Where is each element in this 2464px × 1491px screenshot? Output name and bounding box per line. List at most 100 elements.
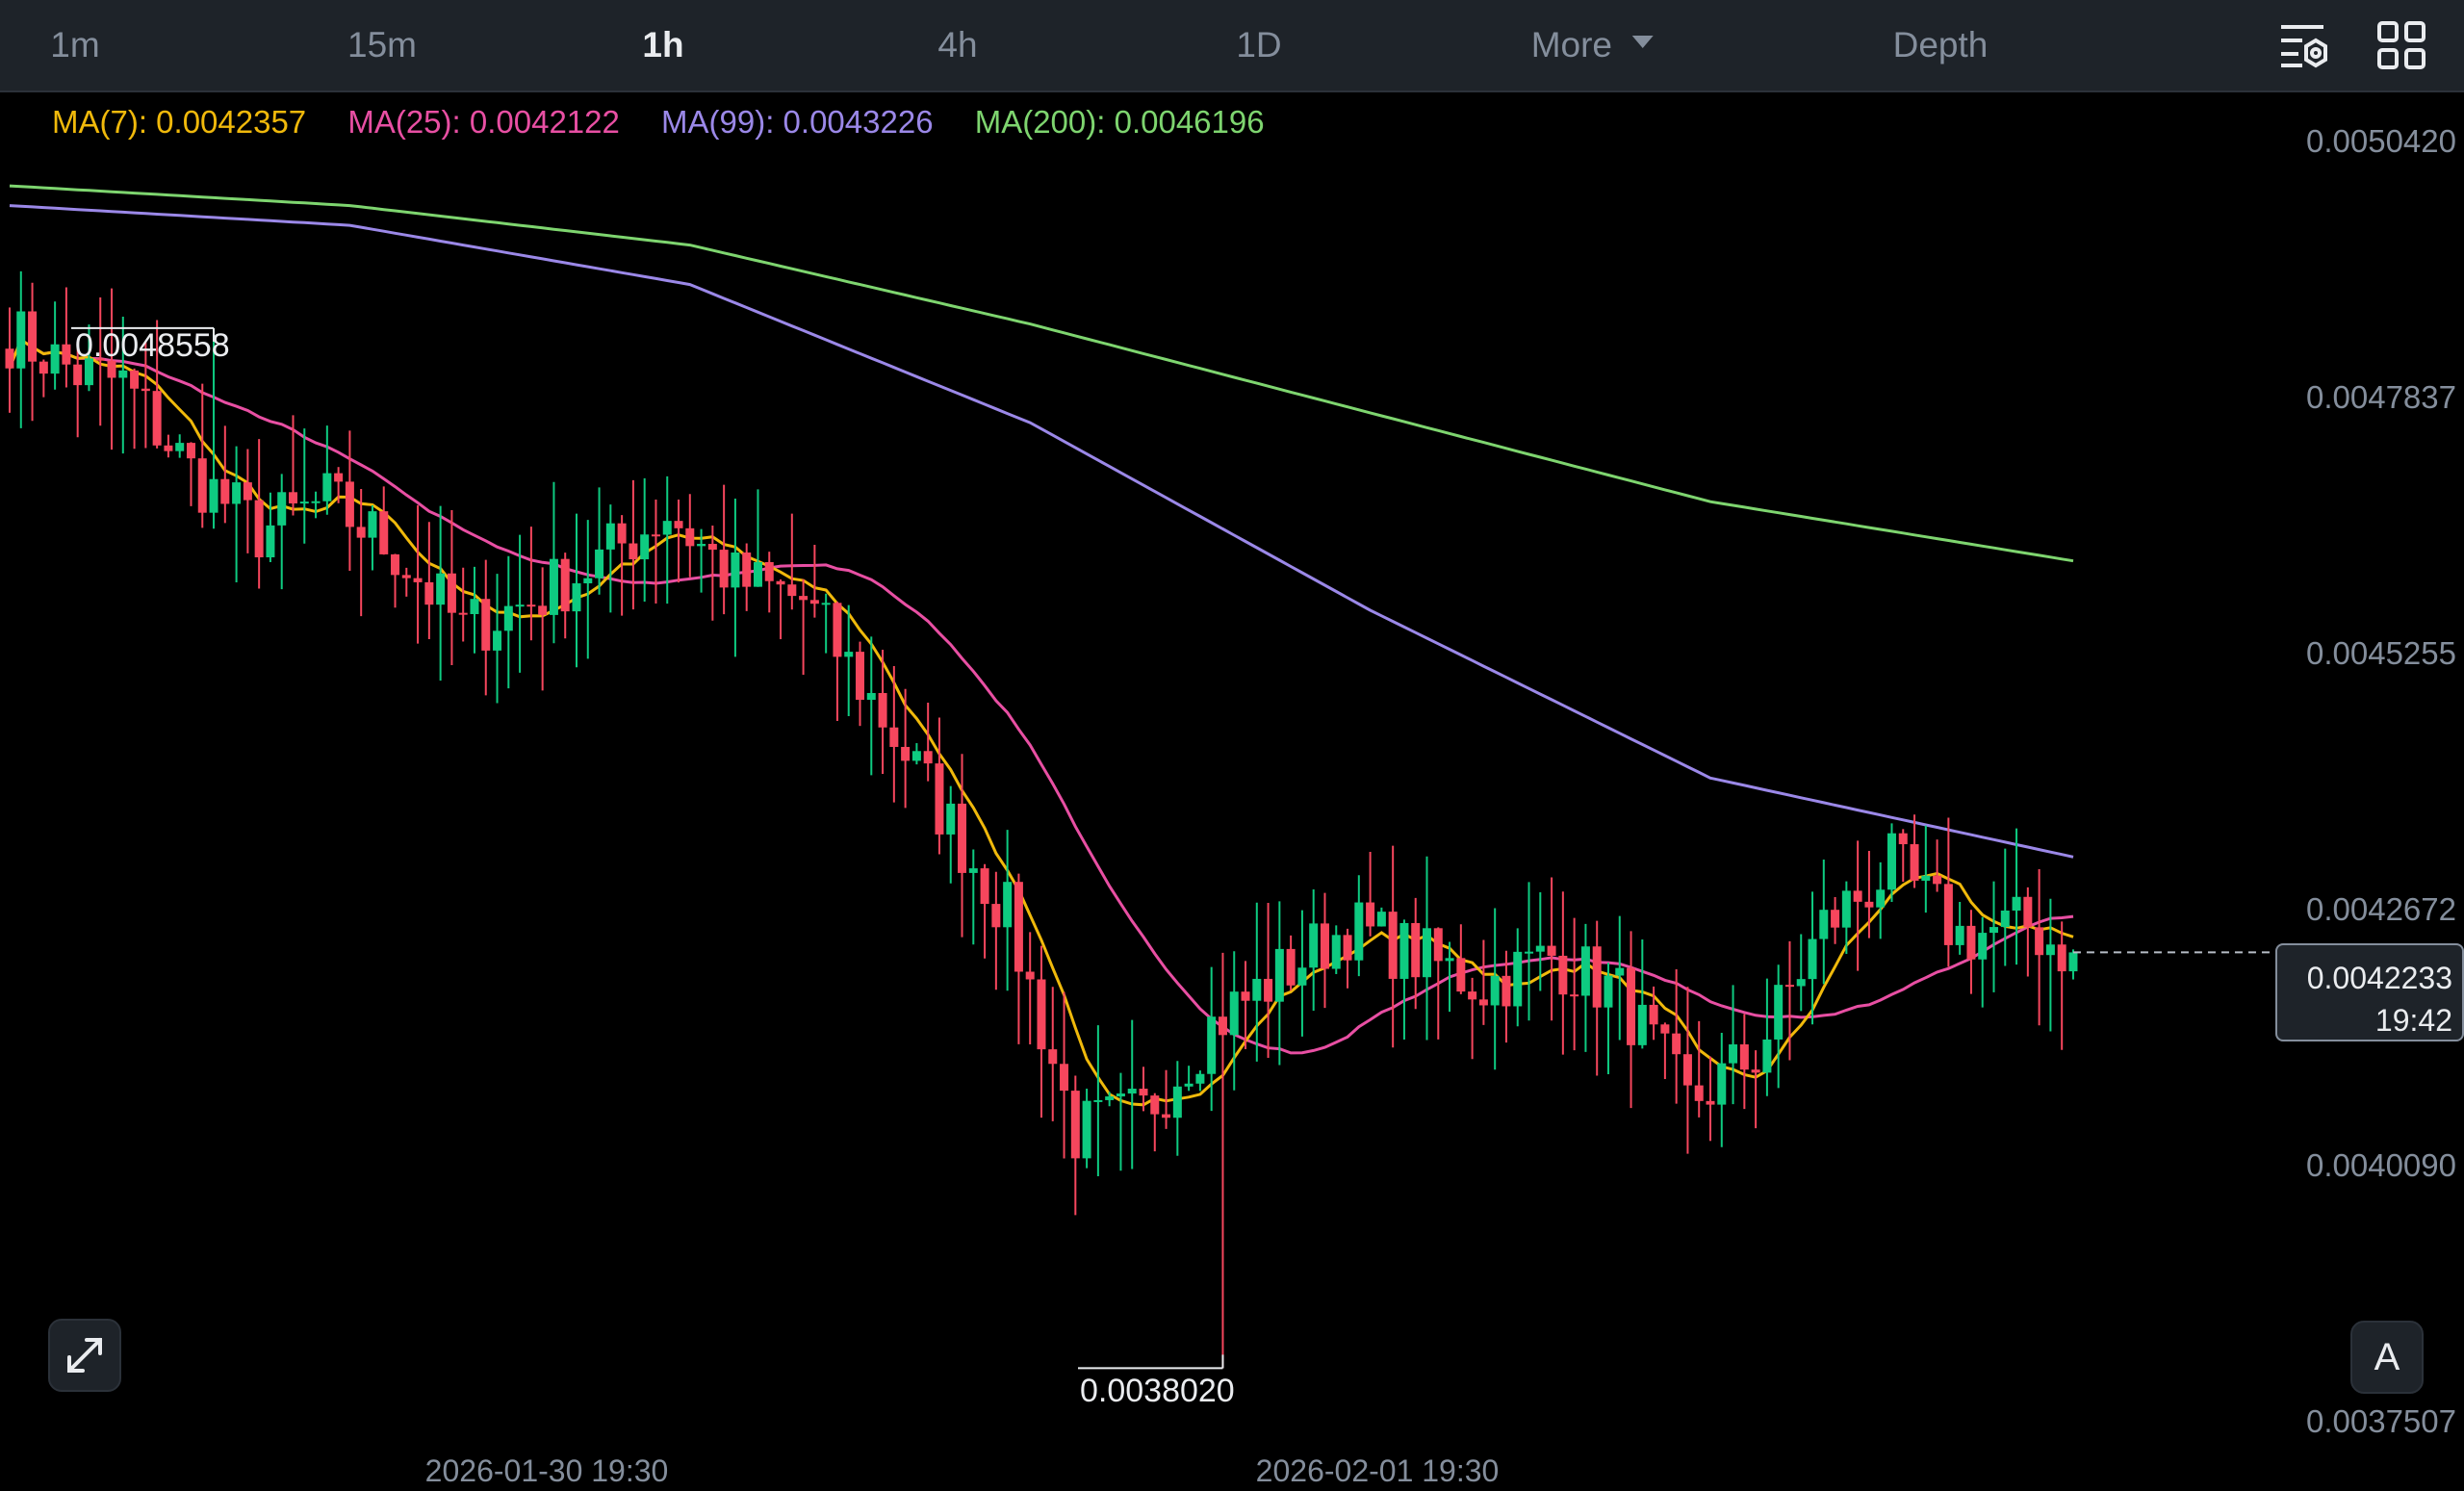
candle-body bbox=[719, 550, 729, 588]
candle bbox=[1682, 987, 1692, 1154]
candle bbox=[322, 425, 332, 515]
more-timeframes-dropdown[interactable]: More bbox=[1531, 0, 1656, 90]
candle-body bbox=[935, 763, 944, 835]
indicator-settings-icon[interactable] bbox=[2277, 19, 2329, 71]
candle-body bbox=[1637, 1004, 1647, 1045]
candle bbox=[311, 491, 321, 519]
timeframe-15m[interactable]: 15m bbox=[347, 25, 417, 64]
candle-body bbox=[1535, 945, 1545, 952]
candle bbox=[164, 434, 173, 458]
candle-body bbox=[1570, 994, 1579, 997]
candle bbox=[833, 602, 842, 721]
candle bbox=[391, 553, 400, 608]
candle-body bbox=[2035, 927, 2044, 956]
candle bbox=[1093, 1025, 1103, 1176]
candle bbox=[5, 307, 14, 413]
candle bbox=[1082, 1088, 1091, 1169]
candle bbox=[935, 717, 944, 855]
candle bbox=[1218, 952, 1227, 1369]
depth-tab[interactable]: Depth bbox=[1892, 25, 1989, 64]
candle bbox=[16, 270, 26, 428]
timeframe-1h[interactable]: 1h bbox=[642, 25, 684, 64]
candle bbox=[1468, 977, 1477, 1060]
candle-body bbox=[209, 478, 218, 513]
candle bbox=[1502, 950, 1511, 1043]
candle bbox=[515, 534, 525, 673]
candle bbox=[662, 476, 672, 604]
candle bbox=[2045, 898, 2055, 1032]
candle bbox=[719, 484, 729, 615]
candle-body bbox=[1468, 991, 1477, 1000]
candle-body bbox=[1105, 1096, 1115, 1100]
candle bbox=[1796, 934, 1806, 1012]
candle bbox=[1774, 964, 1784, 1089]
auto-scale-button[interactable]: A bbox=[2350, 1321, 2424, 1394]
candle bbox=[1886, 823, 1896, 903]
candle bbox=[889, 665, 899, 803]
candle-body bbox=[889, 727, 899, 747]
candle bbox=[1784, 940, 1794, 1061]
candle bbox=[776, 578, 785, 640]
fullscreen-button[interactable] bbox=[48, 1319, 121, 1392]
candle-body bbox=[2045, 944, 2055, 956]
candle-body bbox=[1615, 967, 1625, 976]
candle-body bbox=[5, 348, 14, 369]
candle-body bbox=[1354, 902, 1364, 961]
candle-body bbox=[1445, 958, 1454, 962]
candle-body bbox=[651, 534, 660, 537]
candle-body bbox=[1195, 1073, 1205, 1084]
candle bbox=[1989, 881, 1998, 992]
candle bbox=[345, 430, 354, 572]
candle-body bbox=[991, 904, 1001, 928]
candlestick-chart[interactable] bbox=[0, 92, 2272, 1440]
candle-body bbox=[356, 527, 366, 538]
candle-body bbox=[764, 561, 774, 581]
candle-body bbox=[1966, 925, 1976, 960]
candle-body bbox=[436, 573, 446, 605]
layout-grid-icon[interactable] bbox=[2375, 19, 2427, 71]
candle-body bbox=[62, 344, 71, 365]
candle bbox=[277, 474, 287, 590]
candle-body bbox=[1014, 882, 1023, 972]
candle bbox=[1354, 875, 1364, 977]
candle-body bbox=[1558, 955, 1568, 995]
candle-body bbox=[526, 604, 536, 607]
candle bbox=[674, 499, 683, 583]
candle-body bbox=[401, 575, 411, 578]
candle bbox=[2068, 949, 2078, 980]
timeframe-1d[interactable]: 1D bbox=[1236, 25, 1282, 64]
candle bbox=[685, 494, 695, 578]
candle bbox=[1343, 928, 1352, 989]
candle bbox=[799, 578, 808, 676]
candle-body bbox=[901, 746, 911, 761]
candle bbox=[1207, 966, 1217, 1112]
candle bbox=[980, 863, 989, 959]
candle bbox=[1955, 902, 1964, 955]
candle bbox=[821, 593, 831, 654]
candle-body bbox=[1592, 946, 1602, 1008]
candle bbox=[946, 785, 956, 884]
caret-down-icon bbox=[1631, 36, 1654, 49]
candle bbox=[1876, 861, 1886, 939]
timeframe-4h[interactable]: 4h bbox=[937, 25, 978, 64]
candle-body bbox=[95, 358, 105, 361]
candle-body bbox=[311, 501, 321, 503]
candle bbox=[470, 566, 479, 654]
ma7-label: MA(7): 0.0042357 bbox=[52, 104, 307, 140]
timeframe-1m[interactable]: 1m bbox=[50, 25, 100, 64]
candle-body bbox=[1898, 833, 1908, 845]
candle bbox=[1014, 873, 1023, 1044]
candle bbox=[84, 324, 93, 392]
candle bbox=[481, 559, 491, 696]
candle bbox=[640, 477, 650, 603]
candle-body bbox=[1876, 889, 1886, 908]
candle-body bbox=[266, 525, 275, 557]
candle-body bbox=[538, 605, 548, 615]
candle-body bbox=[1411, 922, 1421, 978]
candle-body bbox=[980, 868, 989, 905]
candle bbox=[1195, 1070, 1205, 1092]
candle-body bbox=[821, 603, 831, 605]
candle bbox=[595, 487, 604, 595]
candle bbox=[1966, 910, 1976, 994]
candle-body bbox=[1399, 922, 1409, 979]
